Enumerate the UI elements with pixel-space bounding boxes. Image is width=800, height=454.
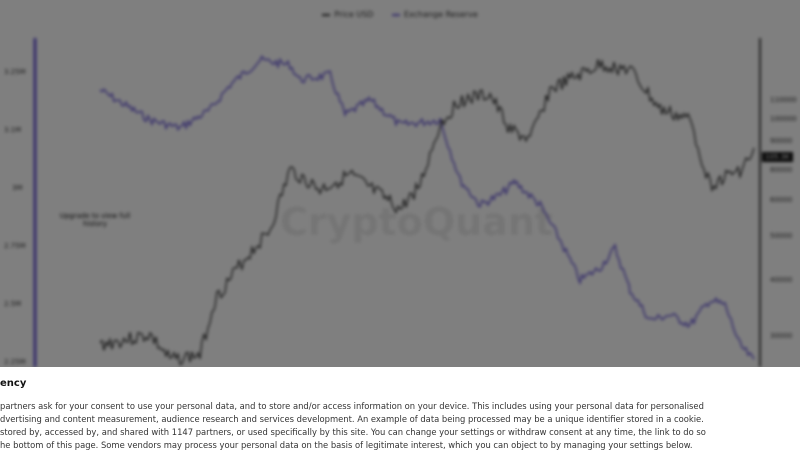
consent-dialog: ency partners ask for your consent to us… — [0, 367, 800, 454]
consent-title: ency — [0, 378, 27, 389]
consent-line: he bottom of this page. Some vendors may… — [0, 440, 693, 450]
consent-line: partners ask for your consent to use you… — [0, 401, 704, 411]
consent-line: dvertising and content measurement, audi… — [0, 414, 704, 424]
consent-body: partners ask for your consent to use you… — [0, 400, 706, 452]
consent-line: stored by, accessed by, and shared with … — [0, 427, 706, 437]
modal-backdrop[interactable] — [0, 0, 800, 367]
